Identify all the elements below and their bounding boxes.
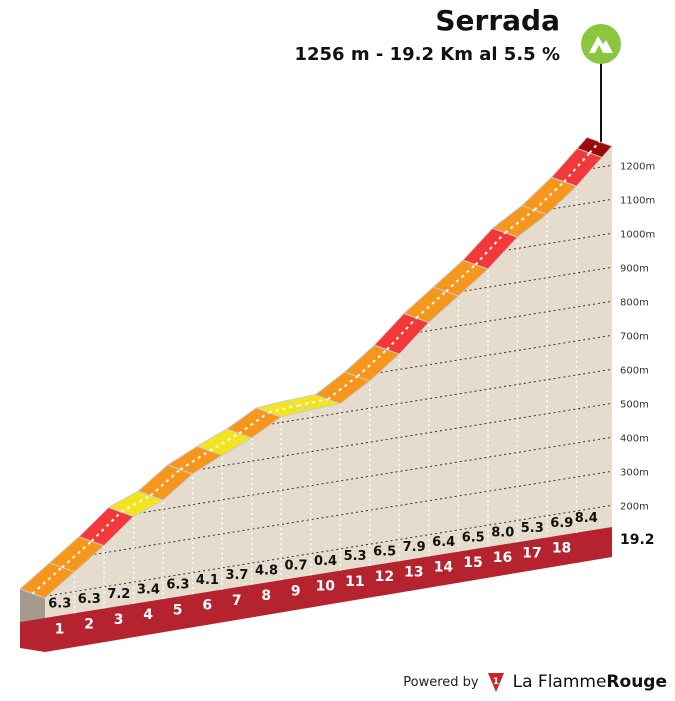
total-distance-label: 19.2 — [620, 532, 655, 548]
centerline — [298, 398, 329, 407]
km-label: 9 — [291, 583, 301, 599]
gradient-label: 6.3 — [48, 597, 71, 612]
km-label: 10 — [316, 579, 336, 595]
gradient-label: 4.8 — [255, 563, 278, 578]
km-label: 7 — [232, 593, 242, 609]
gradient-label: 6.5 — [462, 530, 485, 545]
centerline — [268, 404, 299, 414]
centerline — [474, 232, 506, 266]
brand-link[interactable]: La FlammeRouge — [513, 672, 667, 692]
elevation-tick-label: 200m — [620, 501, 649, 512]
km-label: 3 — [114, 612, 124, 628]
gradient-label: 6.5 — [373, 544, 396, 559]
gradient-label: 6.3 — [78, 592, 101, 607]
footer: Powered by 1 La FlammeRouge — [403, 671, 667, 693]
climb-summary: 1256 m - 19.2 Km al 5.5 % — [294, 44, 560, 65]
centerline — [120, 494, 152, 513]
km-label: 6 — [202, 598, 212, 614]
gradient-label: 4.1 — [196, 573, 219, 588]
elevation-tick-label: 1200m — [620, 161, 655, 172]
centerline — [179, 449, 211, 471]
mountain-icon-detail — [595, 45, 603, 53]
km-label: 15 — [463, 555, 482, 571]
km-label: 12 — [375, 569, 394, 585]
climb-title: Serrada — [435, 4, 560, 37]
gradient-label: 7.9 — [403, 540, 426, 555]
km-label: 13 — [404, 564, 423, 580]
brand-light: La Flamme — [512, 672, 607, 692]
grid-line — [45, 470, 612, 563]
gradient-label: 7.2 — [107, 587, 130, 602]
km-label: 5 — [173, 602, 183, 618]
elevation-tick-label: 300m — [620, 467, 649, 478]
km-label: 11 — [345, 574, 364, 590]
km-label: 17 — [522, 545, 541, 561]
mountain-icon — [589, 36, 613, 53]
centerline — [209, 432, 240, 452]
profile-face — [45, 146, 612, 618]
elevation-tick-label: 400m — [620, 433, 649, 444]
elevation-tick-label: 1100m — [620, 195, 655, 206]
elevation-tick-label: 500m — [620, 399, 649, 410]
gradient-label: 6.4 — [432, 535, 455, 550]
logo-digit: 1 — [492, 677, 498, 687]
gradient-label: 3.7 — [225, 568, 248, 583]
km-label: 18 — [552, 541, 571, 557]
gradient-label: 0.4 — [314, 554, 337, 569]
gradient-label: 8.0 — [491, 526, 514, 541]
grid-line — [45, 504, 612, 597]
km-label: 4 — [143, 607, 153, 623]
km-label: 8 — [261, 588, 271, 604]
km-label: 1 — [55, 621, 65, 637]
start-cap — [20, 589, 45, 622]
km-band — [20, 527, 612, 652]
powered-by-label: Powered by — [403, 674, 479, 690]
centerline — [238, 411, 270, 435]
gradient-label: 5.3 — [521, 521, 544, 536]
gradient-label: 3.4 — [137, 582, 160, 597]
centerline — [386, 317, 418, 351]
gradient-label: 8.4 — [575, 511, 598, 526]
brand-bold: Rouge — [606, 672, 667, 692]
km-label: 16 — [493, 550, 512, 566]
centerline — [588, 141, 601, 154]
gradient-label: 0.7 — [285, 559, 308, 574]
km-label: 14 — [434, 560, 454, 576]
gradient-label: 6.9 — [550, 516, 573, 531]
flamme-rouge-logo-icon: 1 — [487, 673, 504, 692]
elevation-tick-label: 600m — [620, 365, 649, 376]
gradient-label: 6.3 — [166, 578, 189, 593]
elevation-tick-label: 900m — [620, 263, 649, 274]
km-label: 2 — [84, 617, 94, 633]
elevation-tick-label: 800m — [620, 297, 649, 308]
elevation-tick-label: 1000m — [620, 229, 655, 240]
elevation-tick-label: 700m — [620, 331, 649, 342]
gradient-label: 5.3 — [344, 549, 367, 564]
